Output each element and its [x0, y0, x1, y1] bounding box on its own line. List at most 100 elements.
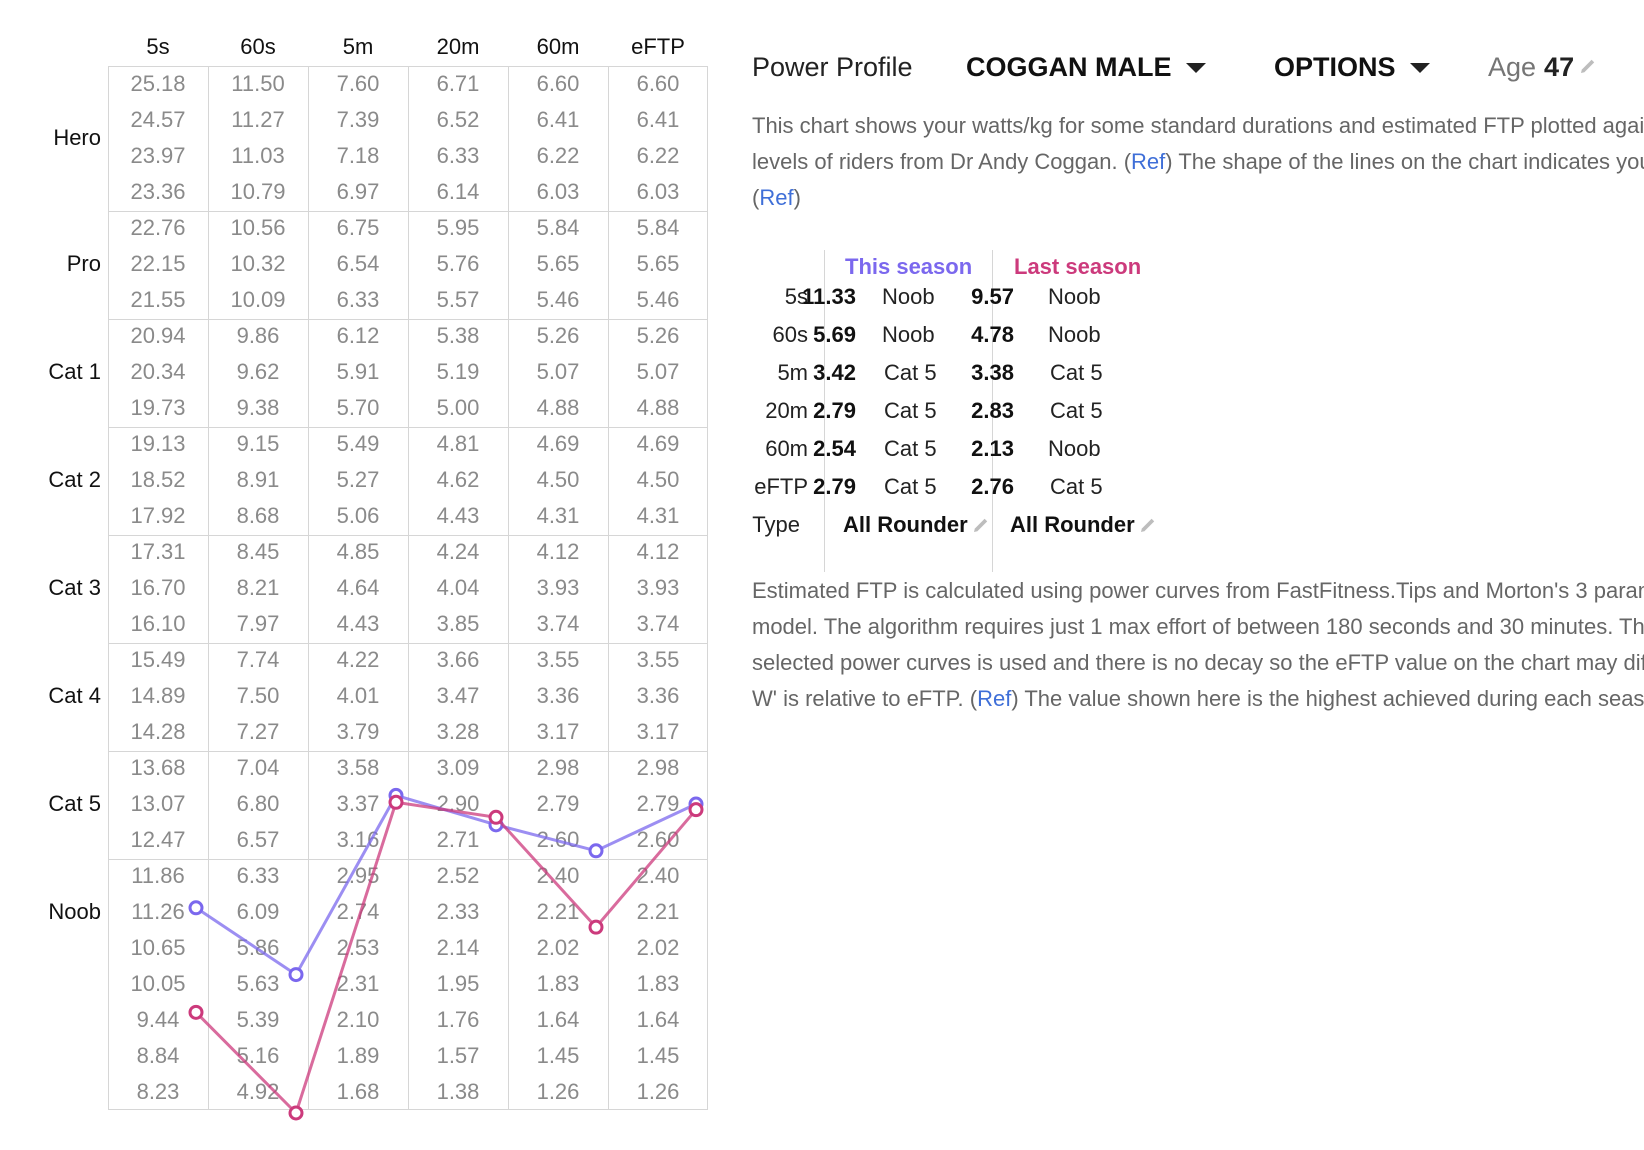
note-line-2: model. The algorithm requires just 1 max… — [752, 614, 1644, 639]
summary-column-divider — [824, 250, 825, 572]
age-field[interactable]: Age 47 — [1488, 52, 1598, 83]
summary-row-label: 60m — [765, 436, 808, 461]
intro-text: This chart shows your watts/kg for some … — [752, 108, 1644, 216]
grid-cell: 4.31 — [536, 503, 580, 528]
grid-level-divider — [108, 751, 708, 752]
right-panel: Power Profile COGGAN MALE OPTIONS Age 47… — [752, 0, 1644, 1150]
grid-cell: 10.32 — [230, 251, 286, 276]
grid-cell: 11.86 — [131, 863, 185, 888]
grid-cell: 8.91 — [236, 467, 280, 492]
ref-link[interactable]: Ref — [759, 185, 794, 210]
grid-cell: 2.60 — [536, 827, 580, 852]
grid-cell: 8.68 — [236, 503, 280, 528]
column-header-eftp: eFTP — [631, 34, 685, 59]
grid-cell: 23.97 — [130, 143, 186, 168]
grid-column-divider — [508, 66, 509, 1110]
this-season-type[interactable]: All Rounder — [843, 512, 991, 538]
grid-cell: 6.97 — [336, 179, 380, 204]
grid-cell: 2.31 — [336, 971, 380, 996]
level-label-noob: Noob — [48, 899, 101, 924]
grid-cell: 4.12 — [636, 539, 680, 564]
intro-line-3: (Ref) — [752, 185, 801, 210]
grid-cell: 6.41 — [536, 107, 580, 132]
this-season-category: Cat 5 — [884, 360, 937, 385]
grid-cell: 6.54 — [336, 251, 380, 276]
note-line-4: W' is relative to eFTP. (Ref) The value … — [752, 686, 1644, 711]
intro-line-1: This chart shows your watts/kg for some … — [752, 113, 1644, 138]
grid-cell: 17.31 — [130, 539, 186, 564]
grid-cell: 2.10 — [336, 1007, 380, 1032]
grid-cell: 2.21 — [636, 899, 680, 924]
grid-cell: 4.69 — [536, 431, 580, 456]
ref-link[interactable]: Ref — [977, 686, 1012, 711]
grid-cell: 5.63 — [236, 971, 280, 996]
grid-cell: 25.18 — [130, 71, 186, 96]
grid-cell: 5.16 — [236, 1043, 280, 1068]
grid-cell: 2.40 — [536, 863, 580, 888]
grid-cell: 9.86 — [236, 323, 280, 348]
grid-cell: 5.26 — [536, 323, 580, 348]
gender-dropdown[interactable]: COGGAN MALE — [966, 52, 1206, 83]
level-label-cat-1: Cat 1 — [48, 359, 101, 384]
grid-cell: 1.76 — [436, 1007, 480, 1032]
note-line-3: selected power curves is used and there … — [752, 650, 1644, 675]
grid-cell: 4.64 — [336, 575, 380, 600]
grid-cell: 4.04 — [436, 575, 480, 600]
level-label-cat-4: Cat 4 — [48, 683, 101, 708]
grid-cell: 4.62 — [436, 467, 480, 492]
grid-cell: 5.27 — [336, 467, 380, 492]
grid-cell: 5.07 — [536, 359, 580, 384]
last-season-header: Last season — [1014, 254, 1142, 279]
ref-link[interactable]: Ref — [1131, 149, 1166, 174]
grid-cell: 6.12 — [336, 323, 380, 348]
grid-cell: 5.65 — [636, 251, 680, 276]
level-label-pro: Pro — [66, 251, 101, 276]
grid-cell: 9.38 — [236, 395, 280, 420]
grid-cell: 5.46 — [536, 287, 580, 312]
grid-cell: 8.84 — [136, 1043, 180, 1068]
grid-cell: 2.02 — [536, 935, 580, 960]
grid-cell: 14.89 — [130, 683, 186, 708]
grid-cell: 3.47 — [436, 683, 480, 708]
grid-cell: 4.12 — [536, 539, 580, 564]
grid-cell: 5.84 — [536, 215, 580, 240]
level-label-cat-3: Cat 3 — [48, 575, 101, 600]
pencil-icon[interactable] — [1578, 56, 1598, 76]
grid-cell: 1.26 — [636, 1079, 680, 1104]
last-season-value: 3.38 — [971, 360, 1014, 385]
power-profile-grid: 5s 60s 5m 20m 60m eFTP Hero Pro Cat 1 Cat 2 Cat 3… — [0, 0, 720, 1150]
this-season-category: Noob — [882, 284, 935, 309]
grid-cell: 5.65 — [536, 251, 580, 276]
grid-cell: 4.69 — [636, 431, 680, 456]
grid-cell: 24.57 — [130, 107, 186, 132]
grid-cell: 1.95 — [436, 971, 480, 996]
grid-cell: 5.76 — [436, 251, 480, 276]
grid-cell: 5.39 — [236, 1007, 280, 1032]
grid-cell: 4.43 — [436, 503, 480, 528]
grid-column-divider — [608, 66, 609, 1110]
grid-cell: 1.83 — [536, 971, 580, 996]
summary-row-label: 5s — [784, 284, 808, 309]
grid-cell: 3.85 — [436, 611, 480, 636]
grid-cell: 3.93 — [536, 575, 580, 600]
grid-cell: 6.14 — [436, 179, 480, 204]
grid-cell: 1.57 — [436, 1043, 480, 1068]
gender-dropdown-label: COGGAN MALE — [966, 52, 1172, 82]
grid-cell: 12.47 — [130, 827, 186, 852]
grid-cell: 4.92 — [236, 1079, 280, 1104]
this-season-category: Cat 5 — [884, 474, 937, 499]
grid-cell: 10.79 — [230, 179, 286, 204]
grid-column-divider — [408, 66, 409, 1110]
options-dropdown[interactable]: OPTIONS — [1274, 52, 1430, 83]
this-season-type-label: All Rounder — [843, 512, 968, 537]
grid-cell: 21.55 — [130, 287, 186, 312]
last-season-type[interactable]: All Rounder — [1010, 512, 1158, 538]
grid-cell: 5.86 — [236, 935, 280, 960]
grid-cell: 5.95 — [436, 215, 480, 240]
grid-cell: 5.38 — [436, 323, 480, 348]
this-season-value: 2.79 — [813, 398, 856, 423]
grid-cell: 10.09 — [230, 287, 286, 312]
grid-cell: 11.27 — [231, 107, 285, 132]
this-season-value: 5.69 — [813, 322, 856, 347]
grid-level-divider — [108, 535, 708, 536]
